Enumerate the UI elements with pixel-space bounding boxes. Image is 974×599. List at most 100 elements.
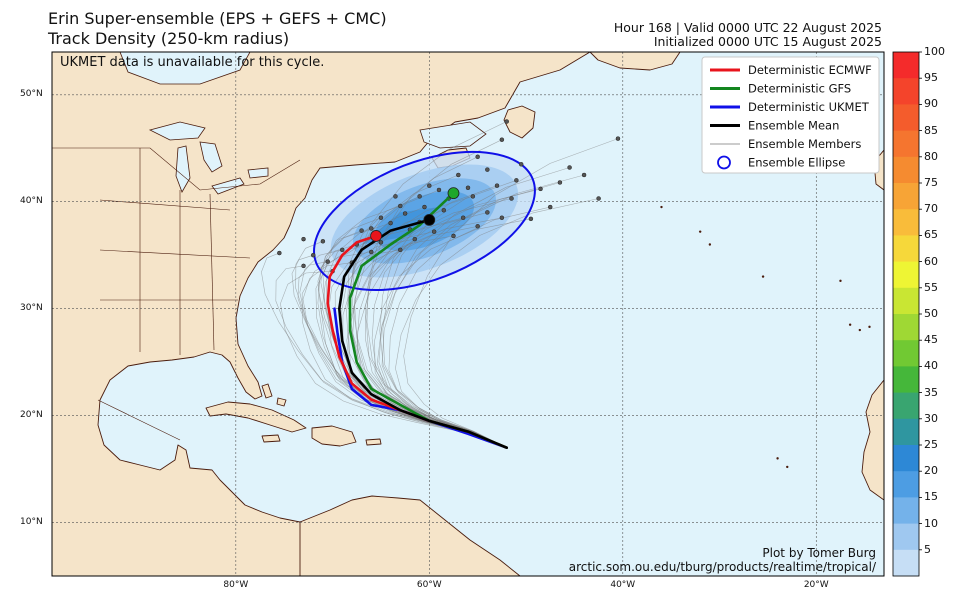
member-track [348, 189, 507, 448]
member-endpoint [339, 247, 345, 253]
island [786, 465, 789, 469]
member-endpoint [310, 252, 316, 258]
member-track [275, 265, 507, 448]
lat-label: 40°N [20, 195, 43, 206]
member-endpoint [422, 204, 427, 210]
colorbar-segment [893, 156, 919, 184]
member-endpoint [499, 215, 505, 221]
member-endpoint [475, 224, 480, 229]
colorbar-segment [893, 104, 919, 132]
member-endpoint [417, 194, 422, 199]
colorbar-segment [893, 130, 919, 158]
member-endpoint [581, 172, 587, 178]
lat-label: 10°N [20, 516, 43, 527]
island [839, 279, 842, 283]
credit-line-1: Plot by Tomer Burg [762, 546, 876, 560]
atlantic-islands [660, 205, 871, 469]
colorbar-label: 10 [924, 516, 938, 530]
member-endpoint [456, 172, 461, 178]
legend-label: Deterministic GFS [748, 82, 851, 96]
colorbar-segment [893, 445, 919, 472]
island [868, 325, 871, 329]
colorbar-label: 90 [924, 97, 938, 111]
member-endpoint [475, 154, 480, 160]
member-endpoint [378, 240, 384, 245]
member-endpoint [320, 239, 326, 244]
member-endpoint [369, 226, 374, 231]
colorbar-label: 80 [924, 149, 938, 163]
lake-huron [199, 141, 223, 173]
colorbar-segment [893, 261, 919, 289]
colorbar-segment [893, 497, 919, 525]
colorbar-label: 70 [924, 202, 938, 216]
colorbar-label: 65 [924, 228, 938, 242]
island [660, 205, 663, 209]
island [708, 243, 712, 246]
colorbar-segment [893, 52, 919, 79]
political-borders [52, 147, 301, 441]
member-endpoint [388, 220, 393, 226]
colorbar-label: 35 [924, 385, 938, 399]
member-endpoint [277, 250, 282, 256]
colorbar-label: 20 [924, 464, 938, 478]
lake-michigan [175, 145, 191, 193]
colorbar-segment [893, 549, 919, 577]
lat-label: 20°N [20, 409, 43, 420]
colorbar-segment [893, 183, 919, 210]
track-endpoint [423, 213, 436, 226]
colorbar-segment [893, 418, 919, 446]
lake-superior [148, 121, 206, 141]
hispaniola [311, 425, 357, 447]
jamaica [261, 434, 281, 443]
gulf-of-st-lawrence [419, 121, 487, 149]
bahamas-2 [276, 397, 287, 407]
island [858, 328, 862, 332]
island [848, 323, 852, 326]
member-endpoint [509, 196, 514, 201]
colorbar-label: 25 [924, 438, 938, 451]
graticule [52, 52, 884, 576]
colorbar-segment [893, 471, 919, 498]
member-endpoint [402, 211, 408, 216]
member-endpoint [567, 165, 572, 170]
colorbar-label: 5 [924, 542, 931, 556]
member-endpoint [465, 185, 471, 191]
lat-label: 50°N [20, 88, 43, 99]
colorbar-segment [893, 523, 919, 551]
colorbar-segment [893, 392, 919, 420]
track-endpoint [370, 230, 382, 242]
member-endpoint [504, 119, 509, 124]
member-endpoint [499, 137, 505, 142]
title-line-2: Track Density (250-km radius) [48, 29, 290, 48]
map-frame [51, 51, 885, 577]
island [698, 230, 702, 233]
member-track [403, 138, 619, 448]
valid-time: Hour 168 | Valid 0000 UTC 22 August 2025 [613, 20, 882, 35]
member-endpoint [460, 215, 466, 221]
member-endpoint [359, 228, 364, 233]
ensemble-member-endpoints [277, 119, 621, 274]
member-endpoint [547, 204, 553, 210]
member-endpoint [538, 186, 543, 192]
colorbar-label: 95 [924, 71, 938, 85]
colorbar-segment [893, 235, 919, 263]
member-endpoint [393, 194, 398, 199]
colorbar-segment [893, 314, 919, 341]
member-endpoint [412, 236, 418, 242]
colorbar-label: 40 [924, 359, 938, 373]
colorbar-segment [893, 366, 919, 394]
member-endpoint [528, 216, 534, 222]
colorbar-label: 30 [924, 411, 938, 425]
legend: Deterministic ECMWF Deterministic GFS Dete… [701, 56, 880, 174]
member-endpoint [518, 162, 524, 167]
lake-ontario [247, 167, 269, 179]
africa-coast [861, 379, 884, 501]
member-endpoint [378, 215, 384, 221]
colorbar [892, 51, 922, 577]
member-endpoint [398, 203, 403, 209]
south-america [299, 495, 521, 576]
legend-label: Deterministic UKMET [748, 100, 870, 114]
colorbar-label: 100 [924, 45, 945, 58]
island [776, 457, 779, 460]
